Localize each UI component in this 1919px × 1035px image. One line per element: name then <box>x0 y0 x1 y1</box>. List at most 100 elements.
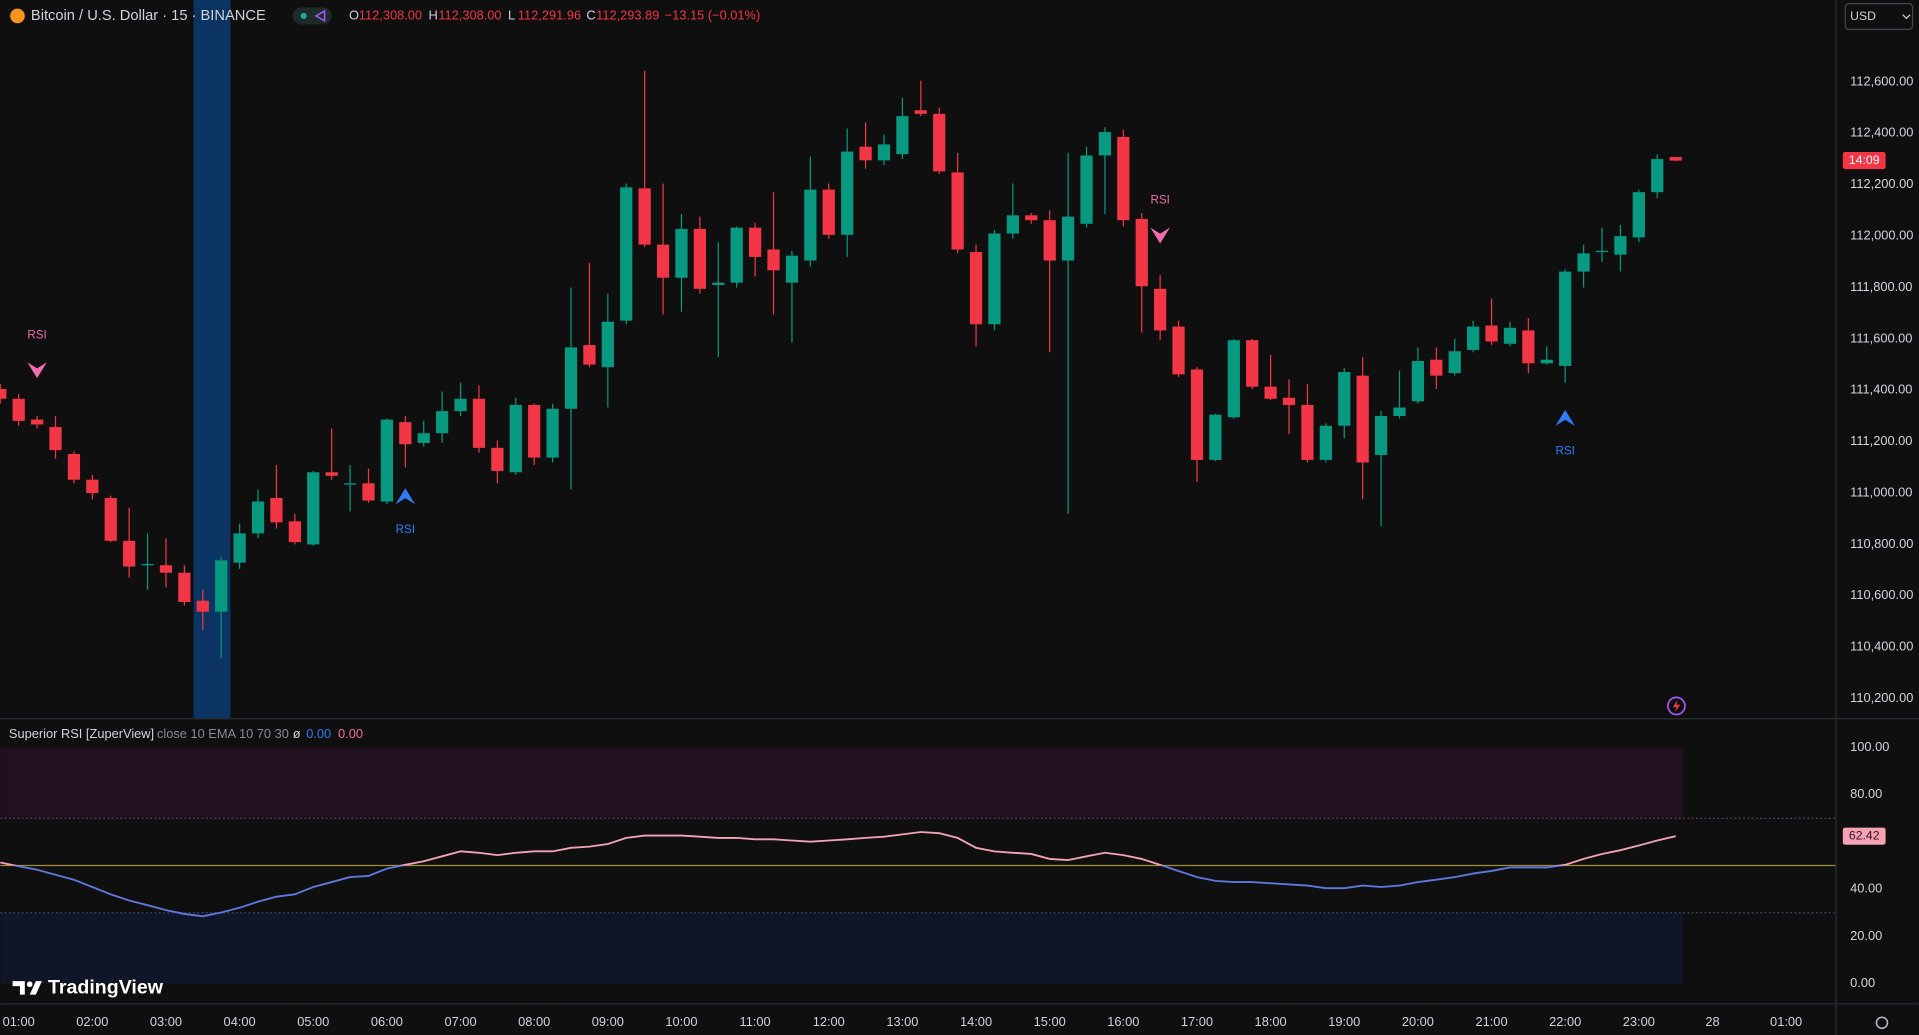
candle-body <box>436 411 449 434</box>
currency-button[interactable] <box>1844 3 1914 30</box>
candle-body <box>1006 215 1019 234</box>
legend-value: 112,308.00 <box>359 7 422 22</box>
candle-body <box>1540 359 1553 364</box>
candle-body <box>748 227 762 257</box>
candle-body <box>1025 215 1038 221</box>
candle-body <box>933 113 946 172</box>
candle-body <box>877 144 891 161</box>
time-tick-label: 16:00 <box>1107 1014 1139 1029</box>
indicator-title: Superior RSI [ZuperView] <box>9 726 154 741</box>
candle-body <box>1430 359 1443 376</box>
candle-body <box>509 404 522 473</box>
candle-body <box>270 497 283 523</box>
candle-body <box>767 249 780 271</box>
time-tick-label: 21:00 <box>1475 1014 1507 1029</box>
signal-arrow <box>1150 227 1170 244</box>
time-tick-label: 11:00 <box>740 1014 771 1029</box>
time-tick-label: 19:00 <box>1328 1014 1360 1029</box>
candle-body <box>988 233 1001 325</box>
candle-body <box>1061 216 1075 261</box>
time-tick-label: 28 <box>1705 1014 1719 1029</box>
time-tick-label: 08:00 <box>518 1014 550 1029</box>
candle-body <box>564 347 578 409</box>
rsi-tick-label: 20.00 <box>1850 928 1882 943</box>
status-pill[interactable] <box>292 7 332 25</box>
candle-body <box>969 252 983 325</box>
time-tick-label: 03:00 <box>150 1014 182 1029</box>
candle-body <box>1651 159 1664 193</box>
candle-body <box>638 188 651 245</box>
candle-body <box>675 228 688 278</box>
time-tick-label: 15:00 <box>1034 1014 1066 1029</box>
price-tick-label: 111,400.00 <box>1850 382 1912 397</box>
price-tick-label: 111,800.00 <box>1850 279 1912 294</box>
indicator-status: 0.00 0.00 <box>306 726 363 741</box>
candle-body <box>620 187 633 321</box>
candle-body <box>583 345 596 365</box>
candle-body <box>1135 218 1148 287</box>
legend-value: 112,291.96 <box>518 7 581 22</box>
price-tick-label: 110,800.00 <box>1850 536 1913 551</box>
price-tick-label: 110,600.00 <box>1850 587 1913 602</box>
candle-body <box>1117 136 1130 221</box>
candle-body <box>1282 397 1296 405</box>
time-tick-label: 02:00 <box>76 1014 108 1029</box>
candle-body <box>1246 340 1259 387</box>
price-tick-label: 112,200.00 <box>1850 176 1913 191</box>
candle-body <box>215 560 228 612</box>
logo-mark <box>12 981 25 995</box>
candle-body <box>1669 156 1682 161</box>
countdown-box <box>1842 152 1886 170</box>
candle-body <box>822 189 835 235</box>
currency-label: USD <box>1850 9 1876 23</box>
candle-body <box>1264 386 1277 399</box>
candle-body <box>30 419 44 425</box>
candle-body <box>601 321 614 368</box>
candle-body <box>712 282 725 285</box>
candle-body <box>399 422 412 445</box>
candle-body <box>804 189 817 261</box>
lightning-icon[interactable] <box>1666 696 1686 716</box>
rsi-zone <box>0 912 1683 984</box>
brand-logo: TradingView <box>12 977 164 999</box>
candle-body <box>12 398 25 421</box>
rsi-tick-label: 80.00 <box>1850 786 1882 801</box>
candle-body <box>1190 369 1204 460</box>
candle-body <box>1467 326 1480 350</box>
candle-body <box>1577 253 1590 272</box>
logo-dot <box>26 981 33 988</box>
rsi-line <box>0 831 1676 918</box>
candle-body <box>546 408 559 458</box>
candle-body <box>178 572 191 603</box>
candle-body <box>288 521 301 543</box>
candle-body <box>196 600 209 612</box>
candle-body <box>785 255 799 283</box>
time-tick-label: 05:00 <box>297 1014 329 1029</box>
status-value: 0.00 <box>306 726 331 741</box>
brand-name: TradingView <box>48 977 164 999</box>
dropdown-caret <box>1902 14 1911 20</box>
candle-body <box>307 472 320 545</box>
candle-body <box>141 563 154 566</box>
price-tick-label: 112,400.00 <box>1850 125 1913 140</box>
candle-body <box>1503 327 1517 344</box>
time-tick-label: 07:00 <box>444 1014 476 1029</box>
candle-body <box>86 479 99 494</box>
candle-body <box>1319 425 1332 460</box>
candle-body <box>67 454 81 480</box>
legend-key: H <box>429 7 438 22</box>
symbol-title: Bitcoin / U.S. Dollar · 15 · BINANCE <box>31 8 266 24</box>
candle-body <box>1080 155 1093 224</box>
rsi-tick-label: 40.00 <box>1850 881 1882 896</box>
candle-body <box>656 244 670 278</box>
candle-body <box>528 404 541 458</box>
settings-icon[interactable] <box>1875 1016 1889 1030</box>
candle-body <box>1485 325 1498 342</box>
time-tick-label: 20:00 <box>1402 1014 1434 1029</box>
icon-bolt <box>1672 699 1681 713</box>
last-value-label: 62.42 <box>1849 828 1880 842</box>
candle-body <box>1632 192 1645 238</box>
signal-label: RSI <box>27 328 46 341</box>
